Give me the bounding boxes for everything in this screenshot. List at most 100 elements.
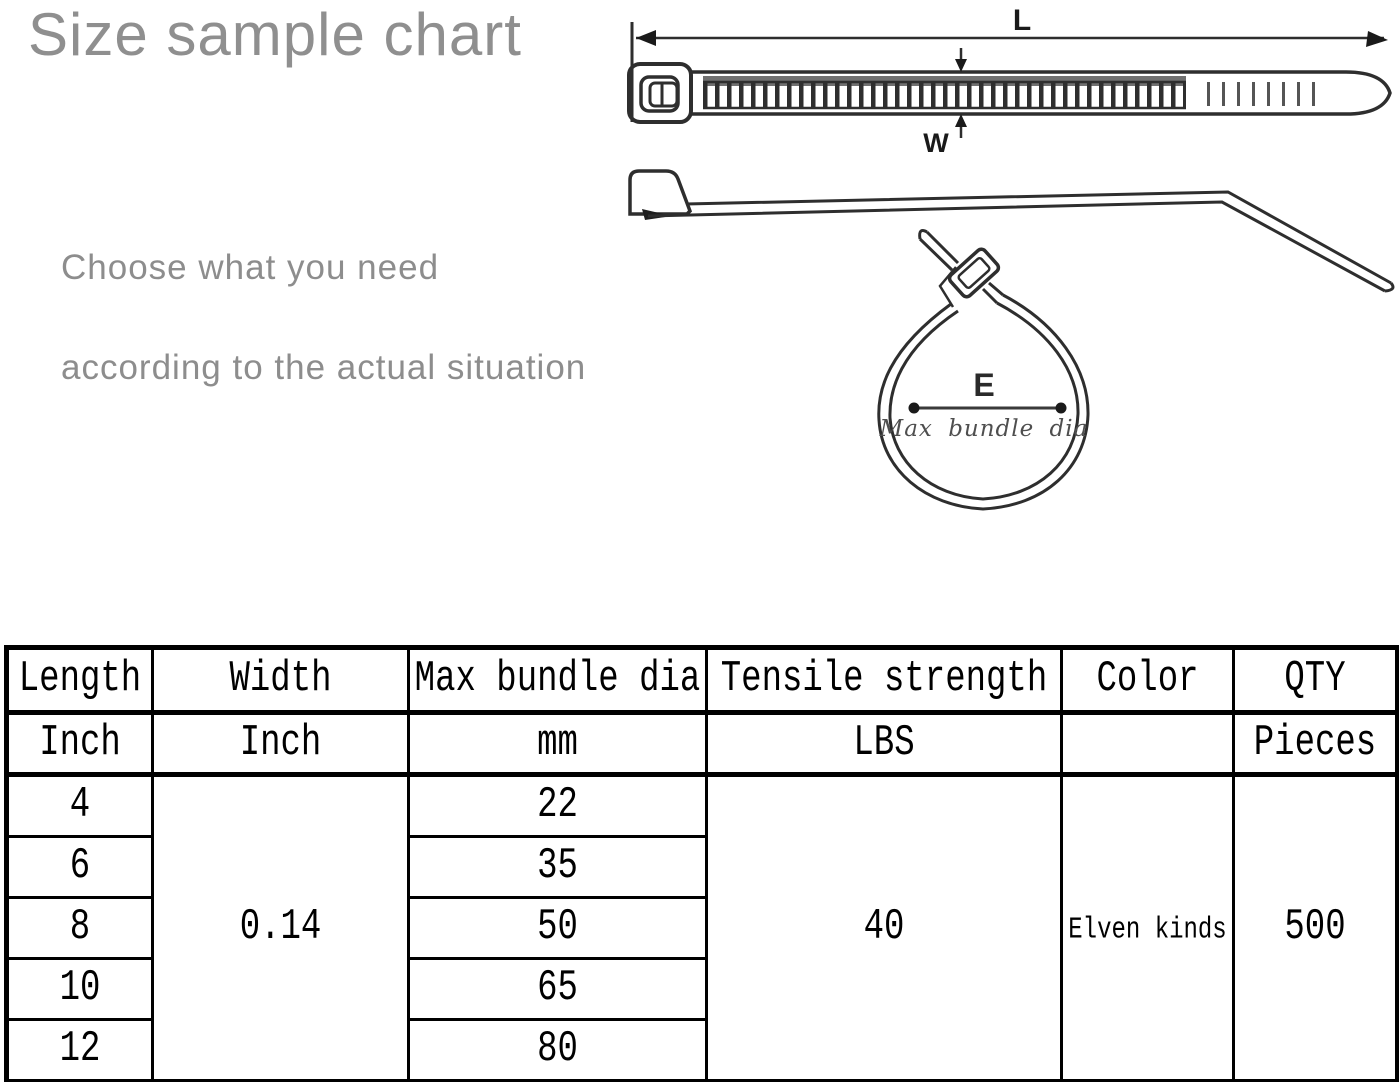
arrowhead-left [636,30,656,46]
cell-text: Color [1096,655,1199,705]
cell-text: Inch [239,719,322,768]
cell-text: 12 [59,1025,101,1075]
cell-text: 4 [69,781,91,831]
dia-cell: 65 [407,957,708,1021]
side-strap-bottom-edge [647,200,1386,293]
dia-cell: 35 [407,835,708,899]
tail-edge-1 [925,230,960,265]
loop-head-outline [947,247,1001,299]
cell-text: 65 [537,964,578,1014]
unit-width: Inch [151,711,410,777]
unit-qty: Pieces [1232,711,1399,777]
cable-tie-loop-view: E Max bundle dia [877,229,1090,511]
cell-text: 50 [537,903,578,953]
tail-tip-cap [918,229,928,240]
cell-text: 0.14 [239,903,322,953]
table-row: 6 35 [5,835,1398,899]
cell-text: Length [18,655,142,705]
table-units-row: Inch Inch mm LBS Pieces [5,711,1399,777]
cell-text: 10 [59,964,101,1014]
length-cell: 12 [5,1018,154,1082]
label-W: W [923,128,949,158]
page-title: Size sample chart [28,1,522,68]
bundle-dia-dimension: E Max bundle dia [879,367,1089,442]
length-cell: 4 [5,773,154,838]
size-table: Length Width Max bundle dia Tensile stre… [4,645,1399,1082]
unit-tensile-strength: LBS [705,711,1063,777]
side-head [628,169,693,216]
cell-text: Inch [39,719,121,768]
col-header-qty: QTY [1232,646,1399,715]
head-outline [627,62,693,124]
width-dimension: W [923,48,967,158]
dia-cell: 80 [407,1018,708,1082]
col-header-tensile-strength: Tensile strength [705,646,1063,715]
cell-text: 8 [69,903,91,953]
cable-tie-top-view: L [627,4,1392,158]
w-arrow-down [955,59,967,72]
e-dot-left [908,402,920,414]
e-dot-right [1055,402,1067,414]
col-header-max-bundle-dia: Max bundle dia [407,646,708,715]
loop-inner-wall [888,301,1080,501]
subtitle-line-2: according to the actual situation [61,348,587,387]
cable-tie-diagram: L [627,4,1395,511]
col-header-width: Width [151,646,410,715]
table-row: 4 0.14 22 40 Elven kinds 500 [5,773,1399,1082]
label-max-bundle-dia: Max bundle dia [879,416,1089,442]
label-E: E [973,367,994,403]
loop-tail [918,229,960,272]
cell-text: 6 [69,842,91,892]
loop-neck-inner [981,287,999,305]
side-strap-tip [1384,282,1395,293]
tail-edge-2 [918,237,954,272]
col-header-length: Length [5,646,154,715]
dia-cell: 22 [407,773,708,838]
cell-text: Tensile strength [720,655,1048,705]
cell-text: Pieces [1253,719,1377,768]
loop-kink [938,266,957,308]
cell-text: 500 [1284,903,1346,953]
cell-text: 35 [537,842,578,892]
unit-color [1060,711,1235,777]
loop-outer-wall [877,293,1090,511]
width-value-cell: 0.14 [151,773,410,1082]
tie-head-top [627,62,693,124]
cell-text: 40 [863,903,905,953]
cable-tie-side-view [628,169,1395,293]
color-value-cell: Elven kinds [1060,773,1235,1082]
cell-text: Width [229,655,332,705]
table-row: 10 65 [5,957,1398,1021]
tensile-strength-cell: 40 [705,773,1063,1082]
length-cell: 6 [5,835,154,899]
length-cell: 8 [5,896,154,960]
cell-text: LBS [853,719,915,768]
tie-strap-top [691,70,1392,116]
table-row: 12 80 [5,1018,1398,1082]
cell-text: Max bundle dia [414,655,701,705]
cell-text: 22 [537,781,578,831]
w-arrow-up [955,114,967,127]
dia-cell: 50 [407,896,708,960]
unit-length: Inch [5,711,154,777]
length-cell: 10 [5,957,154,1021]
length-dimension: L [630,4,1388,122]
qty-cell: 500 [1232,773,1399,1082]
strap-outline [691,70,1392,116]
label-L: L [1013,4,1031,37]
cell-text: QTY [1284,655,1346,705]
loop-head-slot [957,257,991,289]
side-strap-top-edge [685,190,1392,285]
loop-neck-outer [988,281,1004,297]
cell-text: Elven kinds [1068,913,1227,948]
cell-text: 80 [537,1025,578,1075]
loop-head [947,247,1001,299]
col-header-color: Color [1060,646,1235,715]
arrowhead-right [1366,31,1388,47]
cell-text: mm [537,719,578,768]
table-header-row: Length Width Max bundle dia Tensile stre… [5,646,1399,715]
subtitle-line-1: Choose what you need [61,248,440,287]
unit-max-bundle-dia: mm [407,711,708,777]
table-row: 8 50 [5,896,1398,960]
